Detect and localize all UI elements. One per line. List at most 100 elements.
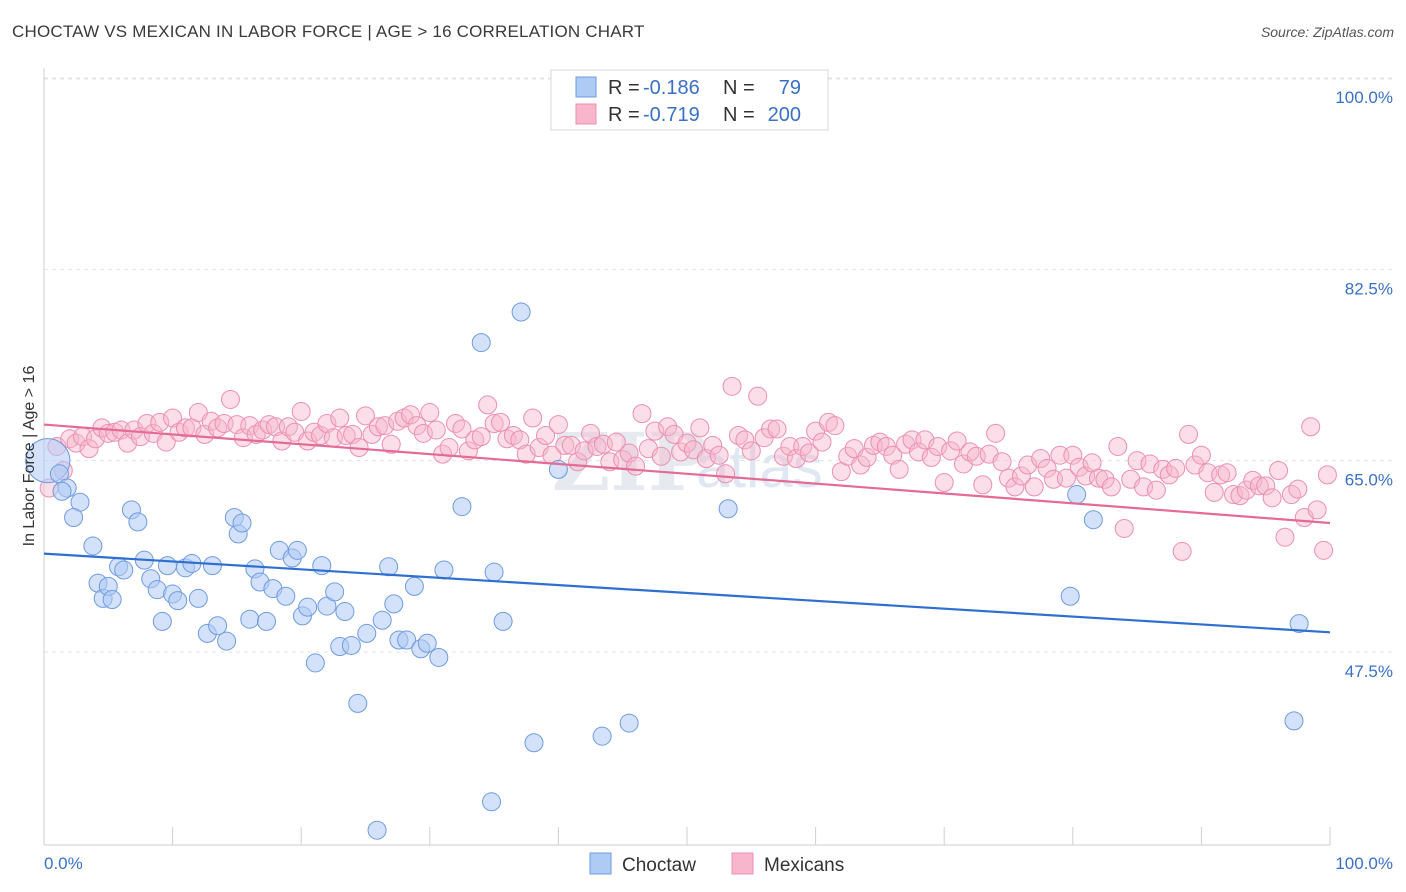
choctaw-point (1083, 510, 1103, 530)
mexicans-point (548, 415, 568, 435)
mexicans-point (381, 434, 401, 454)
mexicans-point (658, 417, 678, 437)
choctaw-point (202, 556, 222, 576)
top-legend-box (550, 69, 829, 131)
bottom-legend-swatch-choctaw (589, 852, 612, 875)
choctaw-point (305, 653, 325, 673)
mexicans-point (330, 408, 350, 428)
choctaw-point (256, 611, 276, 631)
mexicans-point (536, 426, 556, 446)
legend-n-label-1: N = (723, 77, 755, 99)
mexicans-point (471, 427, 491, 447)
choctaw-point (1067, 485, 1087, 505)
choctaw-points (25, 302, 1309, 840)
mexicans-point (1005, 477, 1025, 497)
choctaw-point (348, 693, 368, 713)
mexicans-point (1288, 479, 1308, 499)
mexicans-point (413, 423, 433, 443)
mexicans-point (1063, 445, 1083, 465)
bottom-legend-label-choctaw: Choctaw (622, 855, 696, 876)
choctaw-point (114, 560, 134, 580)
legend-swatch-mexicans (575, 103, 597, 125)
y-axis-title: In Labor Force | Age > 16 (21, 366, 38, 547)
mexicans-point (1317, 465, 1337, 485)
mexicans-point (458, 441, 478, 461)
mexicans-point (1011, 466, 1031, 486)
y-tick-label: 82.5% (1345, 279, 1393, 298)
mexicans-point (973, 475, 993, 495)
mexicans-point (420, 403, 440, 423)
choctaw-point (434, 560, 454, 580)
mexicans-point (336, 426, 356, 446)
legend-r-label-2: R = (608, 104, 640, 126)
y-tick-label: 100.0% (1335, 88, 1393, 107)
top-legend: R = -0.186 N = 79 R = -0.719 N = 200 (550, 69, 829, 131)
choctaw-point (157, 556, 177, 576)
mexicans-point (812, 432, 832, 452)
mexicans-point (1037, 458, 1057, 478)
mexicans-point (163, 408, 183, 428)
choctaw-point (397, 630, 417, 650)
mexicans-point (317, 413, 337, 433)
mexicans-point (150, 412, 170, 432)
mexicans-point (934, 473, 954, 493)
mexicans-point (79, 439, 99, 459)
mexicans-point (401, 405, 421, 425)
choctaw-point (52, 481, 72, 501)
mexicans-point (1134, 477, 1154, 497)
x-tick-marks (43, 827, 1331, 845)
mexicans-point (883, 445, 903, 465)
mexicans-point (690, 418, 710, 438)
mexicans-point (368, 417, 388, 437)
choctaw-point (232, 513, 252, 533)
mexicans-point (291, 401, 311, 421)
mexicans-point (857, 447, 877, 467)
mexicans-point (1140, 454, 1160, 474)
choctaw-point (619, 713, 639, 733)
mexicans-point (1281, 485, 1301, 505)
mexicans-point (992, 452, 1012, 472)
mexicans-point (407, 416, 427, 436)
choctaw-point (404, 576, 424, 596)
trend-lines (43, 423, 1331, 634)
choctaw-point (471, 333, 491, 353)
mexicans-points (39, 376, 1337, 561)
legend-n-value-2: 200 (768, 104, 801, 126)
legend-r-value-1: -0.186 (643, 77, 700, 99)
y-tick-label: 47.5% (1345, 662, 1393, 681)
choctaw-point (452, 497, 472, 517)
x-tick-label-max: 100.0% (1335, 854, 1393, 873)
legend-n-value-1: 79 (779, 77, 801, 99)
choctaw-point (188, 588, 208, 608)
choctaw-point (208, 616, 228, 636)
choctaw-point (152, 611, 172, 631)
y-tick-labels: 47.5% 65.0% 82.5% 100.0% (1335, 88, 1393, 681)
mexicans-point (921, 447, 941, 467)
mexicans-point (1146, 480, 1166, 500)
source-label: Source: ZipAtlas.com (1260, 24, 1394, 40)
choctaw-point (482, 792, 502, 812)
mexicans-point (1204, 482, 1224, 502)
mexicans-point (1024, 477, 1044, 497)
mexicans-point (1101, 477, 1121, 497)
mexicans-point (735, 430, 755, 450)
mexicans-point (1108, 436, 1128, 456)
choctaw-point (429, 647, 449, 667)
mexicans-point (645, 421, 665, 441)
mexicans-point (851, 455, 871, 475)
mexicans-point (175, 418, 195, 438)
choctaw-point (102, 590, 122, 610)
choctaw-point (367, 820, 387, 840)
choctaw-point (64, 508, 84, 528)
mexicans-trend-line (43, 423, 1331, 525)
mexicans-point (1191, 445, 1211, 465)
mexicans-point (426, 420, 446, 440)
mexicans-point (767, 419, 787, 439)
mexicans-point (1056, 468, 1076, 488)
mexicans-point (1314, 540, 1334, 560)
mexicans-point (703, 435, 723, 455)
choctaw-point (417, 633, 437, 653)
mexicans-point (220, 389, 240, 409)
mexicans-point (947, 431, 967, 451)
legend-r-label-1: R = (608, 77, 640, 99)
